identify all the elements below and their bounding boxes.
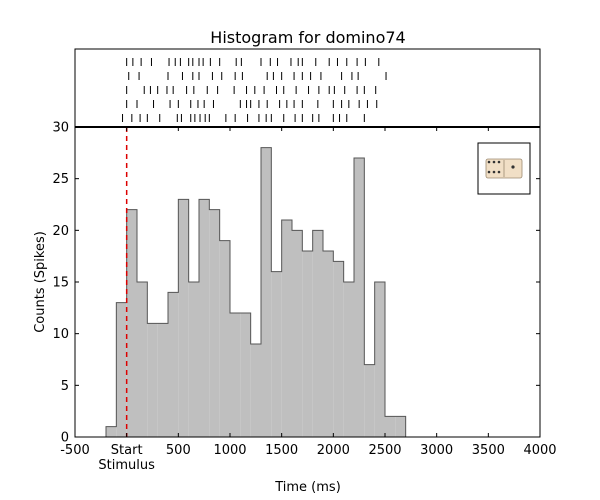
y-tick-label-5: 25 <box>52 172 69 187</box>
histogram-bar-13 <box>240 313 251 437</box>
histogram-bar-17 <box>281 220 292 437</box>
y-tick-label-2: 10 <box>52 327 69 342</box>
y-tick-label-0: 0 <box>61 431 69 446</box>
histogram-bar-27 <box>385 416 396 437</box>
histogram-bar-21 <box>323 251 334 437</box>
x-tick-label-2: 500 <box>166 443 191 458</box>
histogram-bar-5 <box>157 323 168 437</box>
histogram-bar-3 <box>137 282 148 437</box>
x-tick-label-1: Start <box>111 443 143 458</box>
histogram-bar-23 <box>343 282 354 437</box>
x-tick-label-4: 1500 <box>265 443 298 458</box>
y-tick-label-3: 15 <box>52 276 69 291</box>
histogram-bar-12 <box>230 313 241 437</box>
spike-raster <box>122 58 387 122</box>
histogram-bar-22 <box>333 261 344 437</box>
histogram-bar-10 <box>209 209 220 437</box>
histogram-bar-9 <box>199 199 210 437</box>
histogram-bar-15 <box>261 147 272 437</box>
histogram-bar-18 <box>292 230 303 437</box>
raster-panel <box>74 48 541 128</box>
y-tick-label-1: 5 <box>61 379 69 394</box>
histogram-bar-24 <box>354 158 365 437</box>
histogram-bar-19 <box>302 251 313 437</box>
histogram-bar-26 <box>374 282 385 437</box>
histogram-bar-8 <box>188 282 199 437</box>
histogram-outline <box>105 147 407 437</box>
y-tick-label-6: 30 <box>52 121 69 136</box>
x-tick-label-9: 4000 <box>523 443 556 458</box>
histogram-bar-25 <box>364 364 375 437</box>
x-tick-label-0: -500 <box>60 443 90 458</box>
histogram-bar-7 <box>178 199 189 437</box>
histogram-bar-1 <box>116 302 127 437</box>
histogram-bar-28 <box>395 416 406 437</box>
x-tick-label-7: 3000 <box>420 443 453 458</box>
y-tick-label-4: 20 <box>52 224 69 239</box>
y-axis-label: Counts (Spikes) <box>33 231 48 333</box>
x-tick-sublabel-1: Stimulus <box>98 458 155 473</box>
histogram-bar-16 <box>271 271 282 437</box>
histogram-bar-14 <box>250 344 261 437</box>
x-tick-label-5: 2000 <box>317 443 350 458</box>
domino-icon <box>477 142 531 195</box>
histogram-bars <box>106 147 406 437</box>
y-axis-ticks: 0 5 10 15 20 25 30 <box>52 121 540 446</box>
histogram-bar-20 <box>312 230 323 437</box>
histogram-bar-2 <box>126 209 137 437</box>
x-tick-label-8: 3500 <box>472 443 505 458</box>
x-axis-label: Time (ms) <box>274 480 341 495</box>
histogram-bar-11 <box>219 240 230 437</box>
x-tick-label-6: 2500 <box>368 443 401 458</box>
histogram-bar-6 <box>168 292 179 437</box>
histogram-bar-0 <box>106 426 117 437</box>
histogram-bar-4 <box>147 323 158 437</box>
chart-title: Histogram for domino74 <box>210 28 405 47</box>
x-tick-label-3: 1000 <box>213 443 246 458</box>
